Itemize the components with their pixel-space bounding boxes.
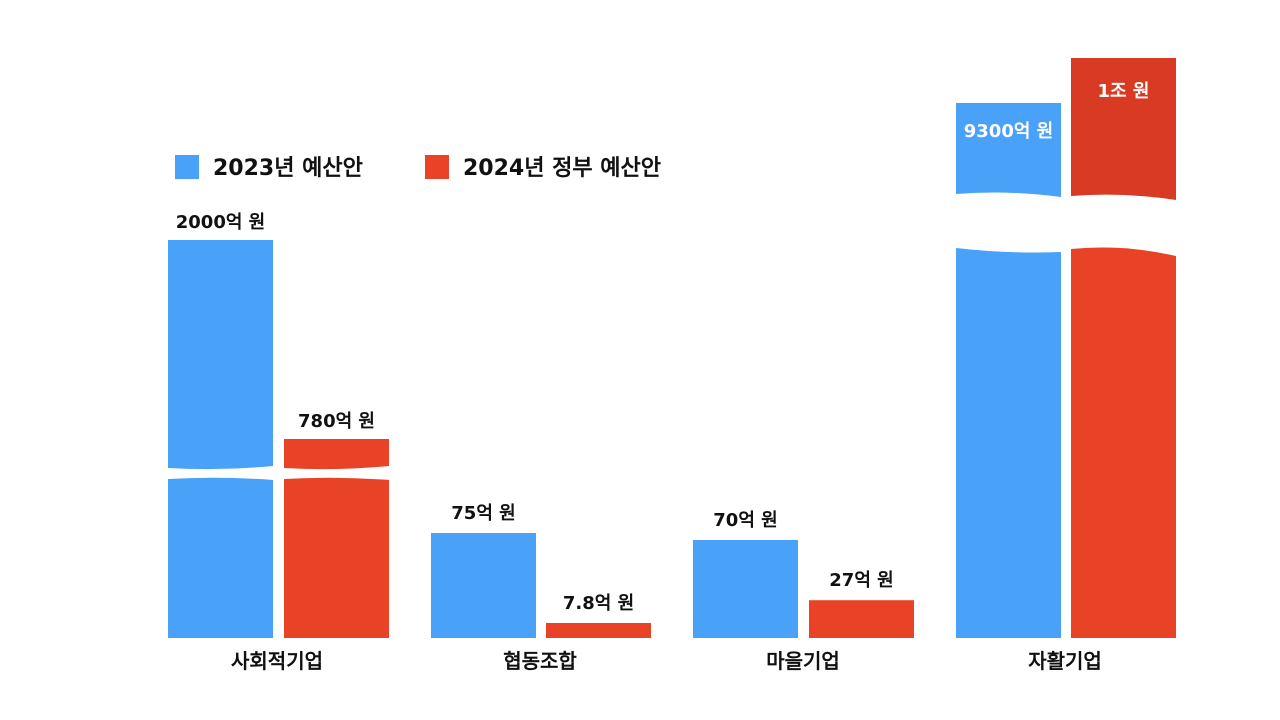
category-label-self-sufficiency-enterprise: 자활기업 <box>1028 649 1102 673</box>
bar-self-sufficiency-enterprise-2024 <box>1071 58 1176 638</box>
category-label-social-enterprise: 사회적기업 <box>231 649 323 673</box>
legend-label-2023: 2023년 예산안 <box>213 156 363 181</box>
bar-self-sufficiency-enterprise-2023 <box>956 103 1061 638</box>
bar-cooperative-2024 <box>546 623 651 638</box>
legend-swatch-2024 <box>425 155 449 179</box>
bar-social-enterprise-2023 <box>168 240 273 638</box>
category-label-cooperative: 협동조합 <box>503 649 577 673</box>
bar-village-enterprise-2023 <box>693 540 798 638</box>
value-label-social-enterprise-2024: 780억 원 <box>298 411 375 432</box>
value-labels: 2000억 원 780억 원 75억 원 7.8억 원 70억 원 27억 원 9300억 … <box>176 81 1150 614</box>
bar-cooperative-2023 <box>431 533 536 638</box>
value-label-village-enterprise-2024: 27억 원 <box>829 570 893 591</box>
bar-village-enterprise-2024 <box>809 600 914 638</box>
value-label-self-sufficiency-enterprise-2024: 1조 원 <box>1098 81 1150 102</box>
legend-swatch-2023 <box>175 155 199 179</box>
value-label-cooperative-2023: 75억 원 <box>451 503 515 524</box>
legend-label-2024: 2024년 정부 예산안 <box>463 156 661 181</box>
legend: 2023년 예산안 2024년 정부 예산안 <box>175 155 661 181</box>
category-label-village-enterprise: 마을기업 <box>766 649 840 673</box>
value-label-village-enterprise-2023: 70억 원 <box>713 510 777 531</box>
category-labels: 사회적기업 협동조합 마을기업 자활기업 <box>231 649 1102 673</box>
bars <box>168 58 1176 638</box>
value-label-cooperative-2024: 7.8억 원 <box>563 593 634 614</box>
value-label-self-sufficiency-enterprise-2023: 9300억 원 <box>964 121 1053 142</box>
value-label-social-enterprise-2023: 2000억 원 <box>176 212 265 233</box>
bar-social-enterprise-2024 <box>284 439 389 638</box>
